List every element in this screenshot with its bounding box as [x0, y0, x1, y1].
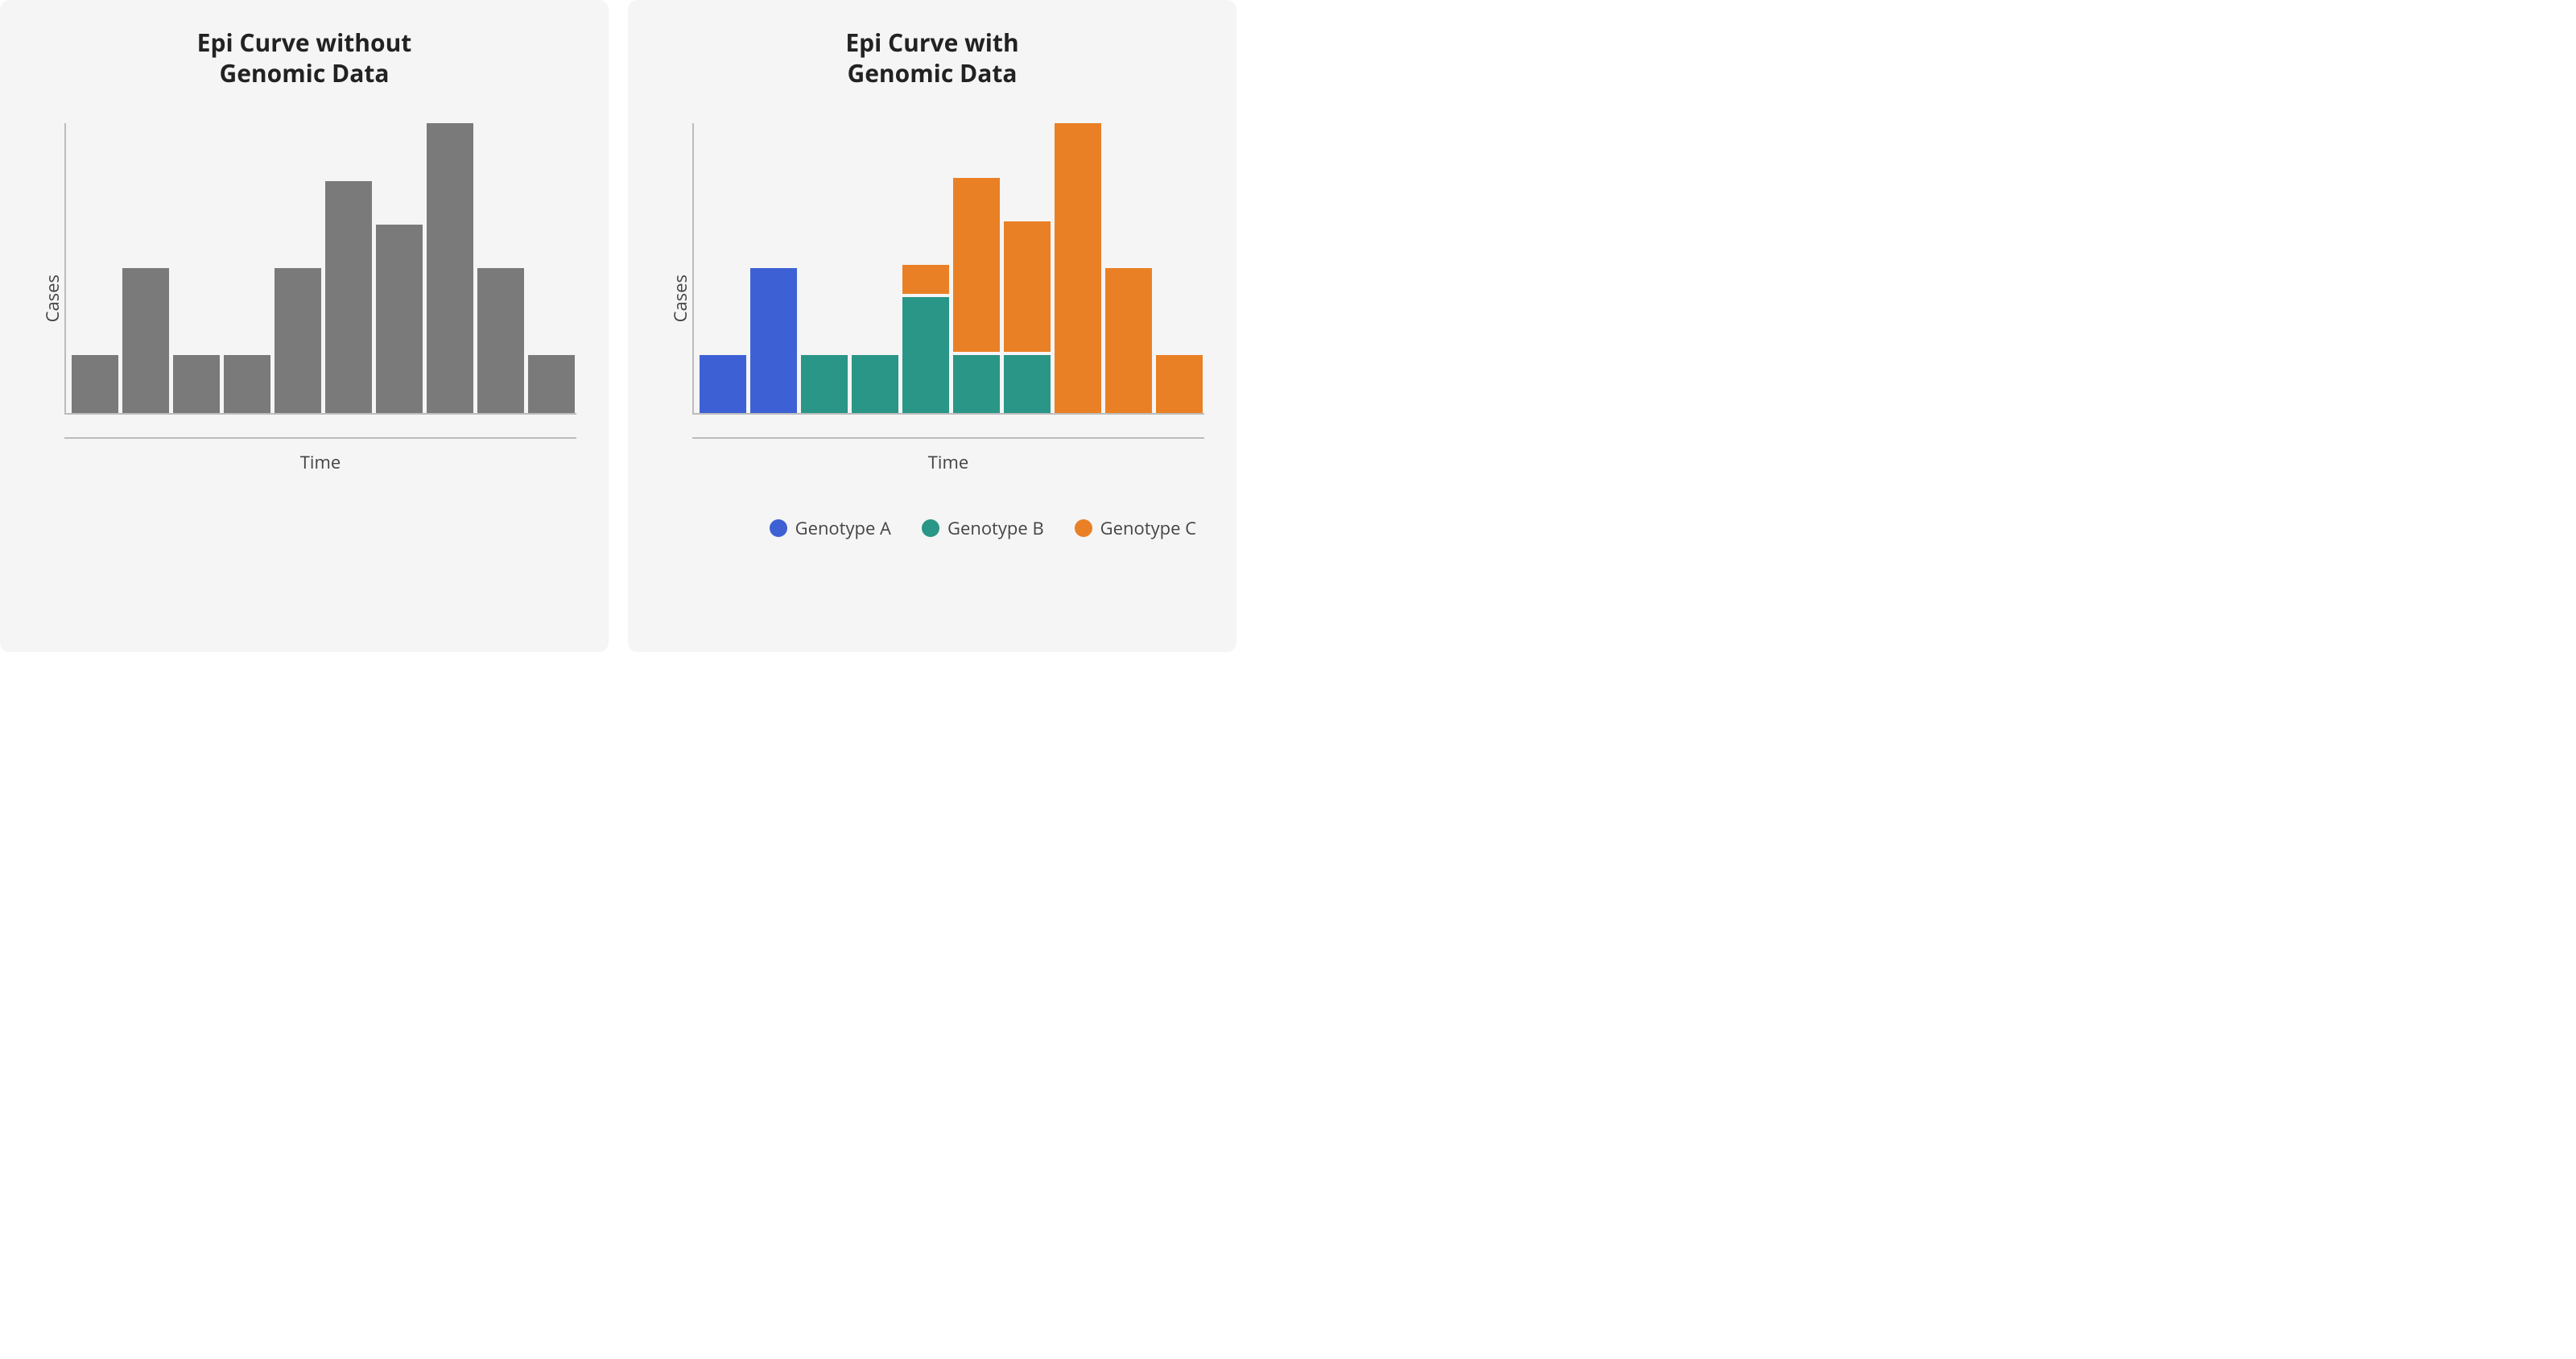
bar-segment	[1004, 355, 1051, 413]
plot-column: Time	[64, 123, 576, 474]
bar-segment	[477, 268, 524, 413]
legend-label: Genotype B	[947, 516, 1044, 540]
x-axis-label: Time	[64, 450, 576, 474]
title-line: Epi Curve without	[197, 26, 412, 59]
bar	[852, 355, 898, 413]
legend-label: Genotype C	[1100, 516, 1196, 540]
bar-segment	[1105, 268, 1152, 413]
plot-column: Time	[692, 123, 1204, 474]
bar	[122, 268, 169, 413]
legend-item: Genotype C	[1075, 516, 1196, 540]
bar-segment	[376, 225, 423, 413]
bar-segment	[902, 265, 949, 297]
bar-segment	[173, 355, 220, 413]
bar-segment	[325, 181, 372, 413]
title-line: Genomic Data	[847, 56, 1017, 89]
bar-segment	[902, 297, 949, 413]
bar	[700, 355, 746, 413]
bar-segment	[275, 268, 321, 413]
bar-segment	[1156, 355, 1203, 413]
bar-segment	[122, 268, 169, 413]
right-panel: Epi Curve with Genomic Data Cases Time G…	[628, 0, 1236, 652]
bar-segment	[1055, 123, 1101, 413]
bar-segment	[427, 123, 473, 413]
y-axis-label: Cases	[660, 275, 692, 322]
legend-label: Genotype A	[795, 516, 891, 540]
bar	[72, 355, 118, 413]
legend-swatch	[922, 519, 939, 537]
bar	[325, 181, 372, 413]
right-chart-title: Epi Curve with Genomic Data	[660, 27, 1204, 88]
bar-segment	[72, 355, 118, 413]
left-panel: Epi Curve without Genomic Data Cases Tim…	[0, 0, 609, 652]
bar	[477, 268, 524, 413]
bar-segment	[801, 355, 848, 413]
bar	[1004, 221, 1051, 413]
left-plot-area	[64, 123, 576, 415]
right-plot-area	[692, 123, 1204, 415]
legend-item: Genotype A	[770, 516, 891, 540]
legend-item: Genotype B	[922, 516, 1044, 540]
bar-segment	[700, 355, 746, 413]
bar	[1105, 268, 1152, 413]
legend-swatch	[1075, 519, 1092, 537]
bar	[801, 355, 848, 413]
bar	[427, 123, 473, 413]
right-chart: Cases Time	[660, 123, 1204, 474]
bar	[275, 268, 321, 413]
bar-segment	[224, 355, 270, 413]
legend-swatch	[770, 519, 787, 537]
page: Epi Curve without Genomic Data Cases Tim…	[0, 0, 1236, 652]
left-chart-title: Epi Curve without Genomic Data	[32, 27, 576, 88]
bar	[1156, 355, 1203, 413]
x-axis-line	[64, 437, 576, 439]
bar-segment	[953, 355, 1000, 413]
legend: Genotype A Genotype B Genotype C	[660, 516, 1204, 540]
bar	[224, 355, 270, 413]
left-chart: Cases Time	[32, 123, 576, 474]
x-axis-line	[692, 437, 1204, 439]
bar	[376, 225, 423, 413]
bar	[902, 265, 949, 413]
bar	[173, 355, 220, 413]
bar-segment	[750, 268, 797, 413]
title-line: Epi Curve with	[845, 26, 1018, 59]
bar	[953, 178, 1000, 413]
title-line: Genomic Data	[219, 56, 389, 89]
bar	[750, 268, 797, 413]
bar-segment	[528, 355, 575, 413]
y-axis-label: Cases	[32, 275, 64, 322]
x-axis-label: Time	[692, 450, 1204, 474]
bar	[1055, 123, 1101, 413]
bar-segment	[953, 178, 1000, 355]
bar-segment	[1004, 221, 1051, 355]
bar-segment	[852, 355, 898, 413]
bar	[528, 355, 575, 413]
